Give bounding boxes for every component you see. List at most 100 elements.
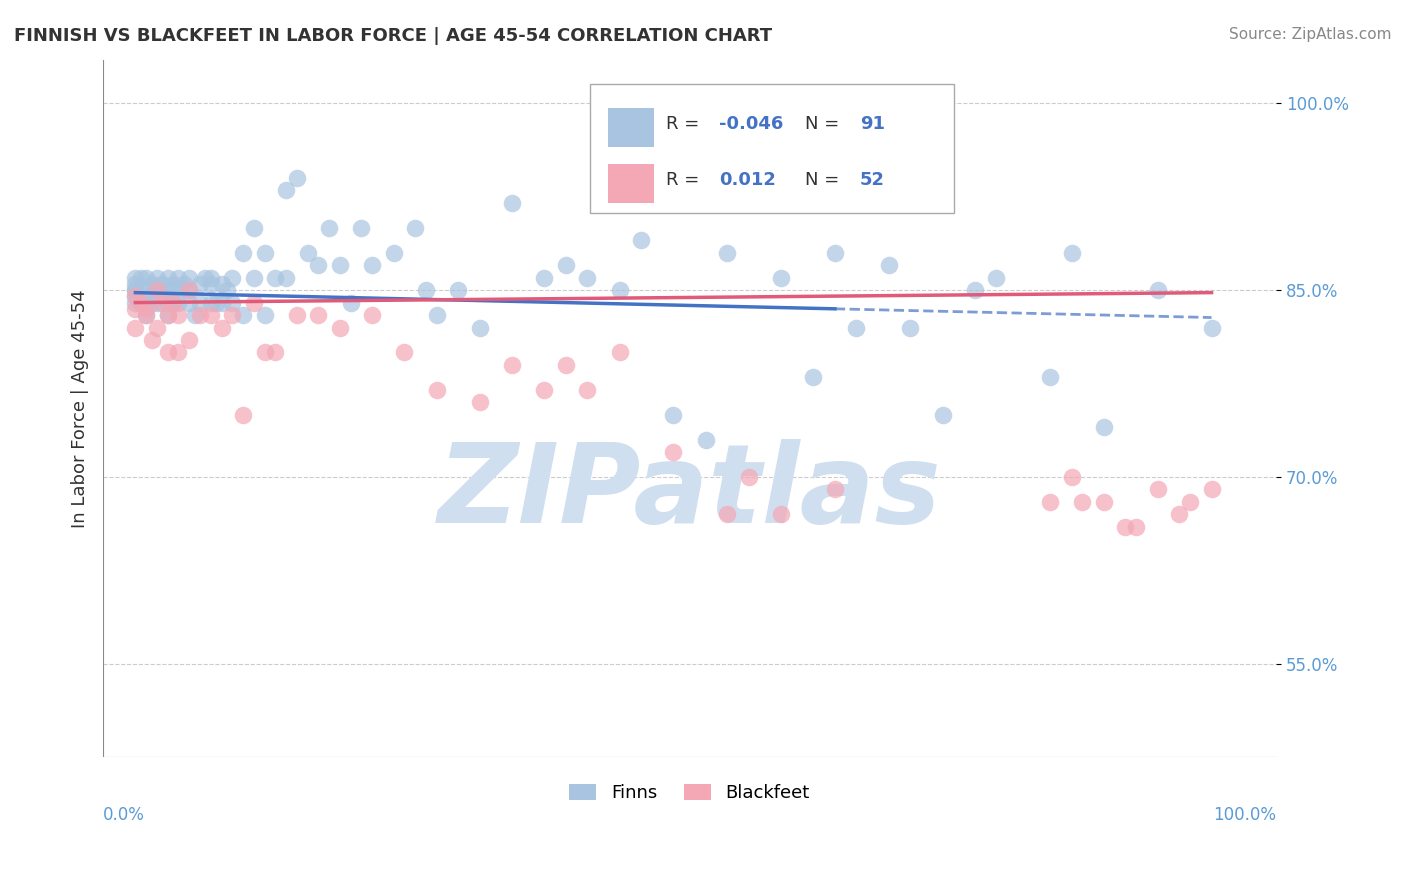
Point	[274, 270, 297, 285]
Point	[156, 295, 179, 310]
Text: Source: ZipAtlas.com: Source: ZipAtlas.com	[1229, 27, 1392, 42]
Point	[232, 408, 254, 422]
Point	[243, 270, 266, 285]
Text: N =: N =	[804, 171, 845, 189]
Point	[609, 283, 631, 297]
Point	[501, 195, 523, 210]
Point	[468, 395, 491, 409]
Point	[695, 433, 717, 447]
Point	[253, 345, 276, 359]
Point	[194, 270, 217, 285]
Point	[221, 308, 243, 322]
Point	[156, 283, 179, 297]
Point	[141, 333, 163, 347]
Point	[533, 383, 555, 397]
Point	[243, 295, 266, 310]
Point	[150, 295, 173, 310]
Point	[167, 295, 190, 310]
Point	[146, 295, 169, 310]
Point	[898, 320, 921, 334]
Point	[232, 245, 254, 260]
Point	[297, 245, 319, 260]
Point	[285, 171, 308, 186]
Point	[135, 289, 157, 303]
Point	[253, 245, 276, 260]
Point	[124, 289, 146, 303]
Text: 0.0%: 0.0%	[103, 806, 145, 824]
Text: 91: 91	[859, 115, 884, 134]
Point	[307, 308, 329, 322]
Point	[141, 277, 163, 291]
Point	[200, 308, 222, 322]
Point	[1039, 370, 1062, 384]
Point	[243, 220, 266, 235]
Point	[179, 283, 201, 297]
Text: 100.0%: 100.0%	[1213, 806, 1277, 824]
Point	[1146, 483, 1168, 497]
Point	[394, 345, 416, 359]
Text: R =: R =	[666, 171, 711, 189]
Point	[188, 308, 211, 322]
Point	[221, 270, 243, 285]
Point	[447, 283, 470, 297]
Point	[156, 270, 179, 285]
Point	[264, 270, 287, 285]
Point	[188, 277, 211, 291]
Text: N =: N =	[804, 115, 845, 134]
Point	[232, 308, 254, 322]
Point	[716, 245, 738, 260]
Point	[329, 320, 352, 334]
Point	[770, 270, 793, 285]
FancyBboxPatch shape	[607, 109, 654, 147]
Text: ZIPatlas: ZIPatlas	[437, 439, 942, 546]
Point	[1071, 495, 1094, 509]
Point	[124, 301, 146, 316]
Point	[468, 320, 491, 334]
Point	[150, 289, 173, 303]
Point	[1060, 470, 1083, 484]
Text: -0.046: -0.046	[718, 115, 783, 134]
FancyBboxPatch shape	[591, 84, 953, 213]
Point	[135, 308, 157, 322]
Point	[141, 295, 163, 310]
Text: 52: 52	[859, 171, 884, 189]
Point	[179, 295, 201, 310]
Point	[339, 295, 361, 310]
Point	[986, 270, 1008, 285]
Point	[200, 270, 222, 285]
Point	[801, 370, 824, 384]
Point	[307, 258, 329, 272]
Point	[426, 383, 449, 397]
Point	[318, 220, 340, 235]
Point	[1039, 495, 1062, 509]
Point	[150, 277, 173, 291]
Point	[124, 283, 146, 297]
Text: R =: R =	[666, 115, 706, 134]
Point	[124, 320, 146, 334]
Point	[415, 283, 437, 297]
Point	[630, 233, 652, 247]
Point	[770, 508, 793, 522]
Point	[179, 283, 201, 297]
FancyBboxPatch shape	[607, 164, 654, 202]
Point	[129, 295, 152, 310]
Point	[162, 295, 184, 310]
Point	[1125, 520, 1147, 534]
Point	[738, 470, 761, 484]
Point	[404, 220, 426, 235]
Point	[382, 245, 405, 260]
Point	[183, 308, 205, 322]
Point	[533, 270, 555, 285]
Point	[1092, 420, 1115, 434]
Point	[129, 295, 152, 310]
Point	[1178, 495, 1201, 509]
Point	[1092, 495, 1115, 509]
Point	[215, 283, 238, 297]
Point	[329, 258, 352, 272]
Point	[162, 277, 184, 291]
Point	[253, 308, 276, 322]
Point	[167, 308, 190, 322]
Point	[662, 445, 685, 459]
Point	[576, 270, 599, 285]
Point	[285, 308, 308, 322]
